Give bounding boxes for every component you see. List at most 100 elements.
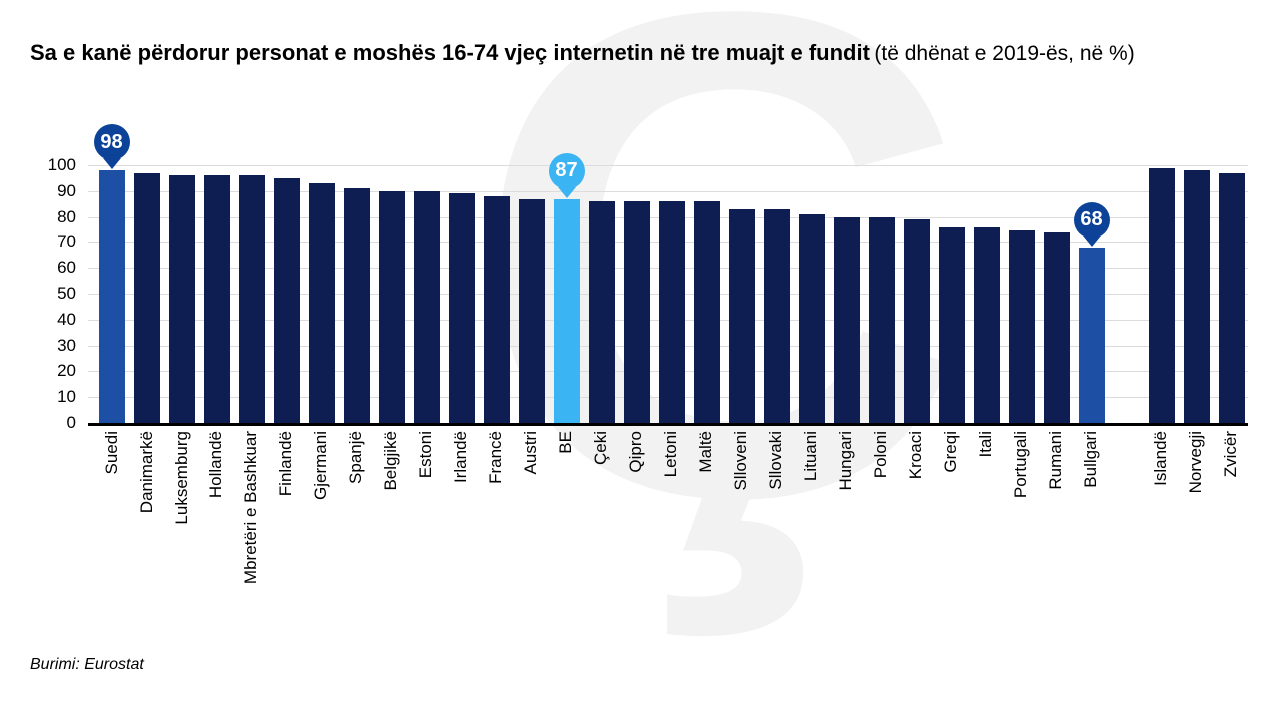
x-axis-label-gjermani: Gjermani	[311, 431, 331, 500]
x-axis-label-poloni: Poloni	[870, 431, 890, 479]
bar-slot-sllovaki	[759, 165, 794, 423]
bar-slot-itali	[969, 165, 1004, 423]
bar-slot-bullgari: 68	[1073, 165, 1110, 423]
y-tick-label-60: 60	[57, 258, 76, 278]
value-callout-bullgari: 68	[1073, 201, 1110, 247]
y-tick-label-40: 40	[57, 309, 76, 329]
x-label-slot-luksemburg: Luksemburg	[164, 431, 199, 584]
x-label-slot-gjermani: Gjermani	[304, 431, 339, 584]
x-axis-label-bullgari: Bullgari	[1080, 431, 1100, 488]
x-axis-label-portugali: Portugali	[1010, 431, 1030, 499]
x-label-slot-island-: Islandë	[1143, 431, 1178, 584]
bar-slot--eki	[584, 165, 619, 423]
bar-island-	[1148, 167, 1175, 423]
x-label-slot-austri: Austri	[514, 431, 549, 584]
bar-slot-finland-	[269, 165, 304, 423]
x-axis-label-austri: Austri	[521, 431, 541, 475]
bar-itali	[973, 226, 1000, 423]
x-label-slot-qipro: Qipro	[619, 431, 654, 584]
y-tick-label-90: 90	[57, 180, 76, 200]
bar-hungari	[833, 216, 860, 423]
x-axis-label-belgjik-: Belgjikë	[381, 431, 401, 491]
bar-holland-	[203, 175, 230, 423]
bar-slot-suedi: 98	[93, 124, 130, 423]
bar-poloni	[868, 216, 895, 423]
x-axis-label-spanj-: Spanjë	[346, 431, 366, 484]
x-label-slot-zvic-r: Zvicër	[1213, 431, 1248, 584]
bars-row: 98 87 68	[93, 124, 1249, 423]
bar-slot-portugali	[1004, 165, 1039, 423]
bar-belgjik-	[378, 190, 405, 423]
bar-slot-qipro	[619, 165, 654, 423]
x-axis-label-suedi: Suedi	[101, 431, 121, 475]
y-tick-label-50: 50	[57, 284, 76, 303]
x-label-slot-portugali: Portugali	[1003, 431, 1038, 584]
bar-austri	[518, 198, 545, 423]
x-label-slot-malt-: Maltë	[688, 431, 723, 584]
x-axis-label-zvic-r: Zvicër	[1220, 431, 1240, 478]
bar-gjermani	[308, 183, 335, 423]
x-label-slot-lituani: Lituani	[793, 431, 828, 584]
bar-greqi	[938, 226, 965, 423]
bar-estoni	[413, 190, 440, 423]
y-tick-label-100: 100	[47, 155, 76, 174]
x-label-slot-poloni: Poloni	[863, 431, 898, 584]
bar-slot-be: 87	[548, 152, 585, 423]
x-axis-label-rumani: Rumani	[1045, 431, 1065, 490]
bar-slot-spanj-	[339, 165, 374, 423]
x-axis-label-luksemburg: Luksemburg	[171, 431, 191, 525]
bar-kroaci	[903, 219, 930, 423]
x-label-slot-spanj-: Spanjë	[339, 431, 374, 584]
bar-finland-	[273, 177, 300, 423]
x-label-slot-rumani: Rumani	[1038, 431, 1073, 584]
x-axis-label-norvegji: Norvegji	[1185, 431, 1205, 494]
bar-slot-mbret-ri-e-bashkuar	[234, 165, 269, 423]
x-axis-label-danimark-: Danimarkë	[136, 431, 156, 514]
callout-value-label: 68	[1073, 201, 1110, 238]
bar-slot-austri	[514, 165, 549, 423]
bar-slot-slloveni	[724, 165, 759, 423]
x-axis-label-estoni: Estoni	[416, 431, 436, 479]
bar-slot-gjermani	[304, 165, 339, 423]
bar-slot-belgjik-	[374, 165, 409, 423]
x-axis-label-finland-: Finlandë	[276, 431, 296, 497]
gridline-100	[88, 165, 1248, 166]
bar-sllovaki	[763, 208, 790, 423]
chart-title-main: Sa e kanë përdorur personat e moshës 16-…	[30, 40, 870, 65]
bar-slot-danimark-	[129, 165, 164, 423]
bar-slot-gap	[1109, 165, 1144, 423]
bar-rumani	[1043, 232, 1070, 423]
x-axis-label-mbret-ri-e-bashkuar: Mbretëri e Bashkuar	[241, 431, 261, 585]
x-label-slot-estoni: Estoni	[409, 431, 444, 584]
bar-slot-lituani	[794, 165, 829, 423]
bar-bullgari	[1078, 247, 1105, 423]
bar-be	[553, 198, 580, 423]
bar-slot-irland-	[444, 165, 479, 423]
x-axis-label-sllovaki: Sllovaki	[765, 431, 785, 490]
bar-mbret-ri-e-bashkuar	[238, 175, 265, 423]
x-label-slot-franc-: Francë	[479, 431, 514, 584]
bar-malt-	[693, 201, 720, 423]
bar-slot-kroaci	[899, 165, 934, 423]
bar-franc-	[483, 195, 510, 423]
x-label-slot-gap	[1108, 431, 1143, 584]
y-tick-label-0: 0	[66, 413, 76, 432]
plot-area: 100 90 80 70 60 50 40 30 20 10 0 98 87 68	[48, 124, 1249, 432]
x-label-slot-danimark-: Danimarkë	[129, 431, 164, 584]
x-label-slot-sllovaki: Sllovaki	[758, 431, 793, 584]
source-note: Burimi: Eurostat	[30, 656, 144, 673]
x-label-slot-suedi: Suedi	[94, 431, 129, 584]
bar-slot-holland-	[199, 165, 234, 423]
bar-slot-poloni	[864, 165, 899, 423]
x-axis-label-hungari: Hungari	[835, 431, 855, 491]
x-label-slot-mbret-ri-e-bashkuar: Mbretëri e Bashkuar	[234, 431, 269, 584]
bar-slot-malt-	[689, 165, 724, 423]
x-axis-label-greqi: Greqi	[940, 431, 960, 473]
x-label-slot-hungari: Hungari	[828, 431, 863, 584]
x-label-slot-be: BE	[549, 431, 584, 584]
bar-slot-norvegji	[1179, 165, 1214, 423]
bar-letoni	[658, 201, 685, 423]
callout-value-label: 87	[548, 152, 585, 189]
x-axis-labels: Suedi Danimarkë Luksemburg Hollandë Mbretëri…	[88, 431, 1248, 584]
bar-slot-letoni	[654, 165, 689, 423]
